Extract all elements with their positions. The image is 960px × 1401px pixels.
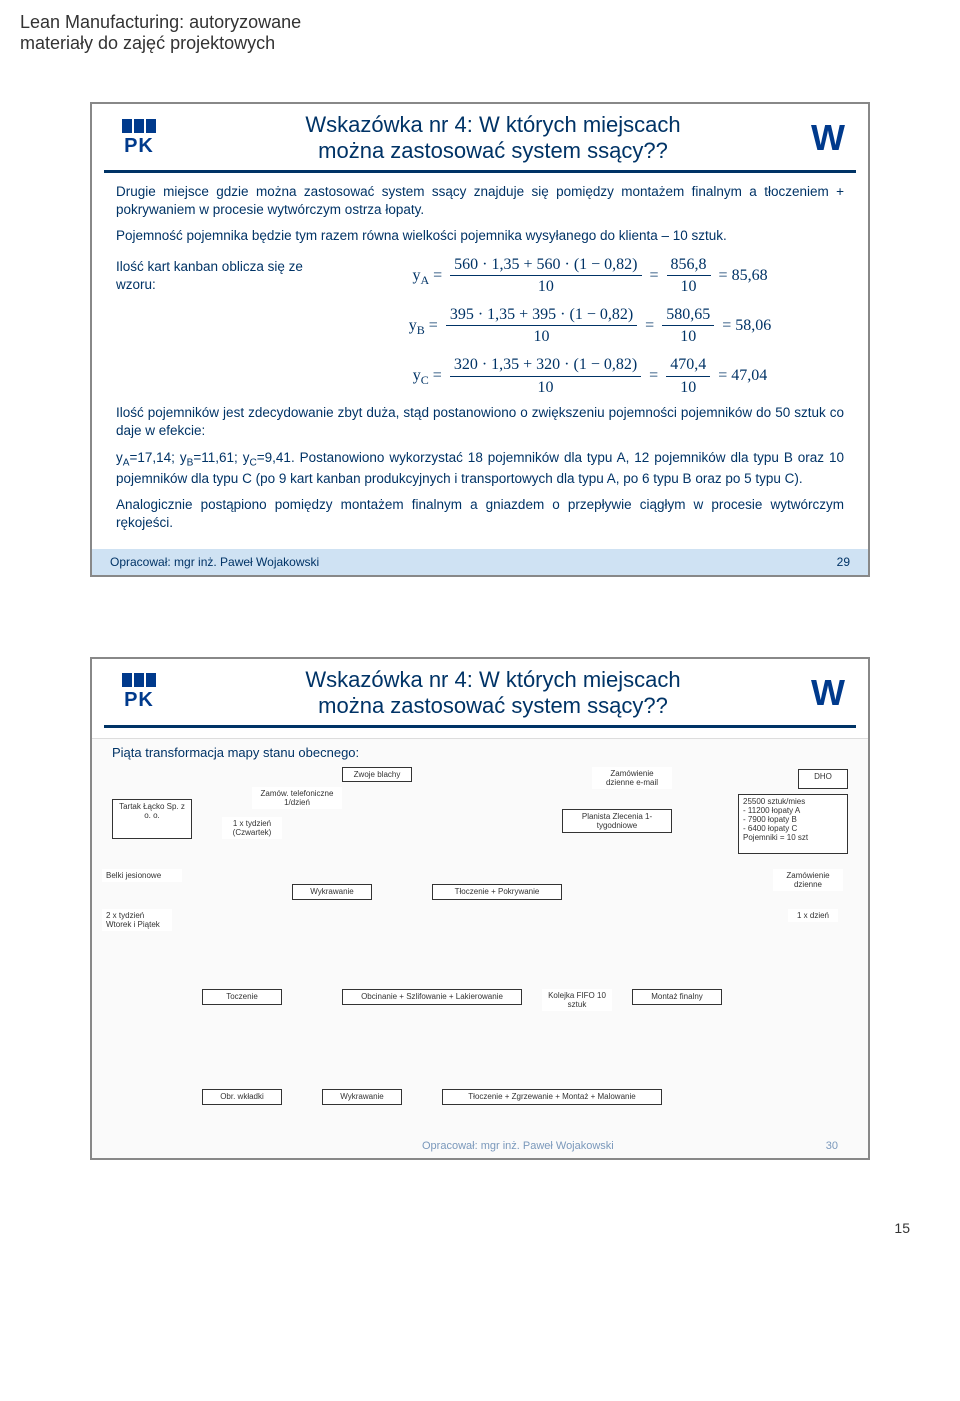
- subtitle: Piąta transformacja mapy stanu obecnego:: [112, 745, 359, 760]
- para-2: Pojemność pojemnika będzie tym razem rów…: [116, 227, 844, 245]
- kanban-label: Ilość kart kanban oblicza się ze wzoru:: [116, 258, 316, 294]
- box-wtorek: 2 x tydzień Wtorek i Piątek: [102, 909, 172, 931]
- title-underline-2: [104, 725, 856, 728]
- page-number: 15: [0, 1180, 960, 1256]
- title2-line2: można zastosować system ssący??: [186, 693, 800, 719]
- logo-right-2: W: [800, 669, 856, 717]
- box-xdzien: 1 x dzień: [788, 909, 838, 922]
- box-tloczenie2: Tłoczenie + Zgrzewanie + Montaż + Malowa…: [442, 1089, 662, 1105]
- slide-30: PK Wskazówka nr 4: W których miejscach m…: [90, 657, 870, 1160]
- slide-title: Wskazówka nr 4: W których miejscach możn…: [186, 112, 800, 164]
- box-montaz: Montaż finalny: [632, 989, 722, 1005]
- logo-pk: PK: [104, 112, 174, 164]
- logo-right: W: [800, 114, 856, 162]
- tri-icon-2: W: [811, 672, 845, 714]
- para-5: Analogicznie postąpiono pomiędzy montaże…: [116, 496, 844, 532]
- slide2-title: Wskazówka nr 4: W których miejscach możn…: [186, 667, 800, 719]
- title-underline: [104, 170, 856, 173]
- box-wykrawanie2: Wykrawanie: [322, 1089, 402, 1105]
- slide-title-row: PK Wskazówka nr 4: W których miejscach m…: [92, 104, 868, 168]
- title-line2: można zastosować system ssący??: [186, 138, 800, 164]
- box-obr-wkladki: Obr. wkładki: [202, 1089, 282, 1105]
- box-planista: Planista Zlecenia 1-tygodniowe: [562, 809, 672, 833]
- formula-row-a: Ilość kart kanban oblicza się ze wzoru: …: [116, 254, 844, 298]
- box-obcinanie: Obcinanie + Szlifowanie + Lakierowanie: [342, 989, 522, 1005]
- slide-29: PK Wskazówka nr 4: W których miejscach m…: [90, 102, 870, 577]
- pk-text: PK: [124, 135, 154, 158]
- footer-num-2: 30: [826, 1140, 838, 1152]
- para-3: Ilość pojemników jest zdecydowanie zbyt …: [116, 404, 844, 440]
- box-toczenie: Toczenie: [202, 989, 282, 1005]
- box-zam-tel: Zamów. telefoniczne 1/dzień: [252, 787, 342, 809]
- box-tloczenie-pok: Tłoczenie + Pokrywanie: [432, 884, 562, 900]
- title-line1: Wskazówka nr 4: W których miejscach: [186, 112, 800, 138]
- para-4: yA=17,14; yB=11,61; yC=9,41. Postanowion…: [116, 449, 844, 489]
- slide-content: Drugie miejsce gdzie można zastosować sy…: [92, 183, 868, 549]
- box-zwoje: Zwoje blachy: [342, 767, 412, 782]
- box-zam-email: Zamówienie dzienne e-mail: [592, 767, 672, 789]
- header-line2: materiały do zajęć projektowych: [20, 33, 940, 54]
- slide2-title-row: PK Wskazówka nr 4: W których miejscach m…: [92, 659, 868, 723]
- page-header: Lean Manufacturing: autoryzowane materia…: [0, 0, 960, 62]
- box-tartak: Tartak Łącko Sp. z o. o.: [112, 799, 192, 839]
- footer-author-2: Opracował: mgr inż. Paweł Wojakowski: [422, 1140, 614, 1152]
- box-czwartek: 1 x tydzień (Czwartek): [222, 817, 282, 839]
- formula-c: yC = 320 · 1,35 + 320 · (1 − 0,82)10 = 4…: [336, 354, 844, 398]
- box-wykrawanie: Wykrawanie: [292, 884, 372, 900]
- box-kolejka: Kolejka FIFO 10 sztuk: [542, 989, 612, 1011]
- footer-num: 29: [837, 555, 850, 569]
- formula-a: yA = 560 · 1,35 + 560 · (1 − 0,82)10 = 8…: [336, 254, 844, 298]
- box-belki: Belki jesionowe: [102, 869, 182, 882]
- logo-pk-2: PK: [104, 667, 174, 719]
- box-dho: DHO: [798, 769, 848, 789]
- footer-author: Opracował: mgr inż. Paweł Wojakowski: [110, 555, 319, 569]
- title2-line1: Wskazówka nr 4: W których miejscach: [186, 667, 800, 693]
- tri-icon: W: [811, 117, 845, 159]
- box-zam-dz: Zamówienie dzienne: [773, 869, 843, 891]
- slide-footer: Opracował: mgr inż. Paweł Wojakowski 29: [92, 549, 868, 575]
- para-1: Drugie miejsce gdzie można zastosować sy…: [116, 183, 844, 219]
- formula-b: yB = 395 · 1,35 + 395 · (1 − 0,82)10 = 5…: [336, 304, 844, 348]
- header-line1: Lean Manufacturing: autoryzowane: [20, 12, 940, 33]
- box-dho-info: 25500 sztuk/mies - 11200 łopaty A - 7900…: [738, 794, 848, 854]
- vsm-diagram: Piąta transformacja mapy stanu obecnego:…: [92, 738, 868, 1158]
